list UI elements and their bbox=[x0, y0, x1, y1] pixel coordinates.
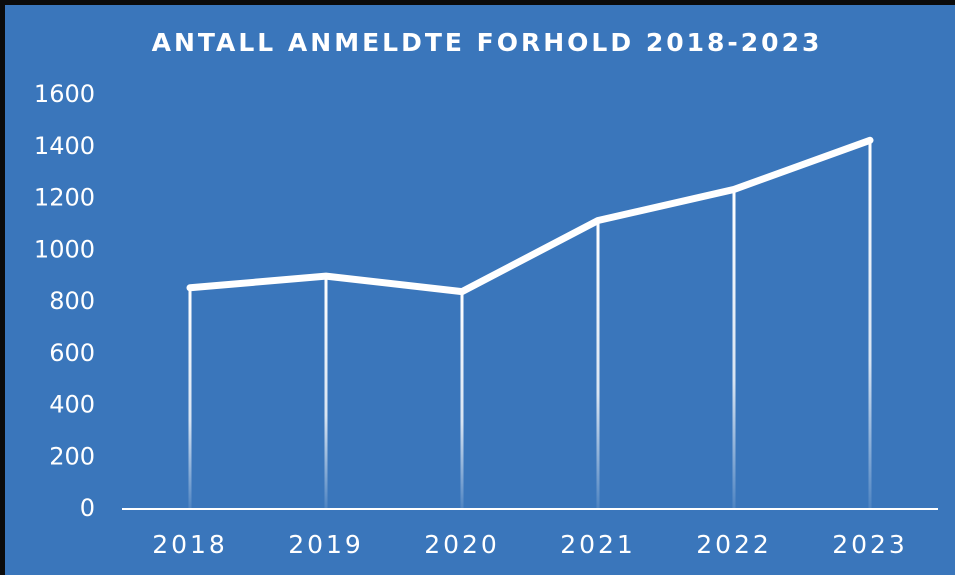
x-tick-label: 2020 bbox=[424, 530, 500, 559]
y-tick-label: 1000 bbox=[34, 235, 95, 263]
x-tick-label: 2023 bbox=[832, 530, 908, 559]
x-tick-label: 2021 bbox=[560, 530, 636, 559]
y-tick-label: 1400 bbox=[34, 132, 95, 160]
chart-title: ANTALL ANMELDTE FORHOLD 2018-2023 bbox=[152, 28, 823, 57]
drop-line bbox=[868, 140, 872, 509]
drop-line bbox=[188, 287, 192, 509]
y-tick-label: 1600 bbox=[34, 80, 95, 108]
y-tick-label: 400 bbox=[49, 391, 95, 419]
y-tick-label: 200 bbox=[49, 442, 95, 470]
y-tick-label: 800 bbox=[49, 287, 95, 315]
drop-line bbox=[732, 189, 736, 509]
x-tick-label: 2022 bbox=[696, 530, 772, 559]
y-tick-label: 1200 bbox=[34, 184, 95, 212]
drop-line bbox=[324, 276, 328, 509]
chart-background bbox=[5, 5, 955, 575]
drop-line bbox=[460, 291, 464, 509]
x-tick-label: 2019 bbox=[288, 530, 364, 559]
x-tick-label: 2018 bbox=[152, 530, 228, 559]
drop-line bbox=[596, 220, 600, 509]
data-line bbox=[186, 136, 874, 296]
y-tick-label: 600 bbox=[49, 339, 95, 367]
y-tick-label: 0 bbox=[80, 494, 95, 522]
